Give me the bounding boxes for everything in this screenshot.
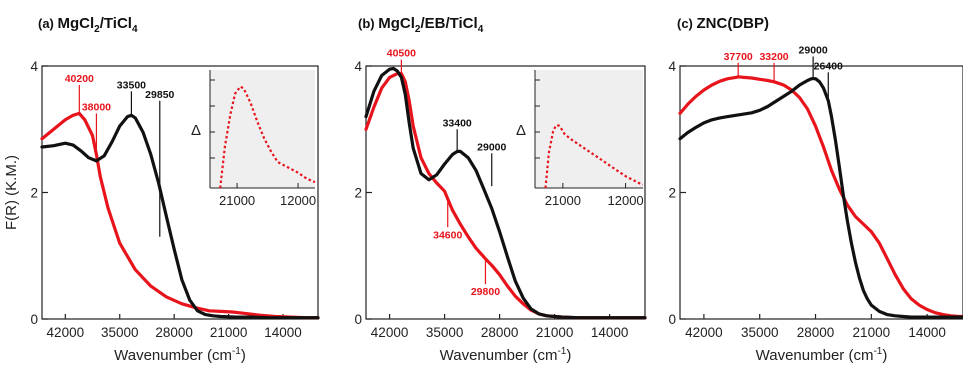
plot-frame [679, 65, 963, 320]
x-tick-label: 42000 [685, 325, 723, 340]
y-tick-label: 4 [354, 59, 362, 74]
x-tick-label: 14000 [264, 325, 302, 340]
x-tick-label: 28000 [481, 325, 519, 340]
annotation-label: 29000 [799, 45, 828, 57]
x-axis-label: Wavenumber (cm-1) [440, 346, 572, 364]
title-subscript: 4 [132, 24, 138, 35]
inset-x-tick-label: 12000 [280, 193, 316, 208]
x-tick-label: 28000 [797, 325, 835, 340]
inset-x-tick-label: 21000 [219, 193, 255, 208]
x-axis-label-close: ) [882, 347, 887, 364]
x-tick-label: 14000 [591, 325, 629, 340]
inset-difference-series [219, 84, 316, 189]
inset: 21000 12000 Δ [516, 70, 644, 208]
x-tick-label: 35000 [426, 325, 464, 340]
inset-y-label: Δ [191, 122, 201, 139]
annotation-label: 34600 [433, 229, 462, 241]
annotation-label: 33200 [759, 51, 788, 63]
panel-label: (a) [38, 16, 58, 31]
inset-y-label: Δ [516, 122, 526, 139]
x-tick-label: 42000 [371, 325, 409, 340]
panel-c: (c) ZNC(DBP) 0 2 4 42000 35000 28000 21000 14000… [668, 15, 963, 364]
annotation-label: 40200 [65, 73, 94, 85]
annotation-label: 40500 [387, 48, 416, 60]
x-axis-label-text: Wavenumber (cm [756, 347, 874, 364]
y-tick-label: 4 [668, 59, 676, 74]
x-tick-label: 28000 [155, 325, 193, 340]
panel-label: (c) [677, 16, 697, 31]
inset-x-tick-label: 12000 [608, 193, 644, 208]
panel-title: (b) MgCl2/EB/TiCl4 [358, 15, 484, 35]
annotation-label: 33500 [117, 79, 146, 91]
panel-title: (c) ZNC(DBP) [677, 15, 769, 32]
x-tick-label: 21000 [536, 325, 574, 340]
title-subscript: 4 [478, 24, 484, 35]
inset-x-tick-label: 21000 [545, 193, 581, 208]
series-black-line [364, 66, 647, 320]
panel-label: (b) [358, 16, 378, 31]
series-red-line [678, 75, 963, 319]
y-tick-label: 2 [668, 186, 676, 201]
title-text: /TiCl [100, 15, 132, 32]
inset: 21000 12000 Δ [191, 70, 316, 208]
y-tick-label: 4 [30, 59, 38, 74]
x-tick-label: 14000 [908, 325, 946, 340]
title-text: ZNC(DBP) [697, 15, 770, 32]
x-axis-label-text: Wavenumber (cm [114, 347, 232, 364]
series-black-line [678, 77, 963, 319]
title-text: MgCl [378, 15, 415, 32]
x-axis-label-close: ) [566, 347, 571, 364]
title-subscript: 2 [415, 24, 421, 35]
annotation-label: 38000 [82, 101, 111, 113]
panel-title: (a) MgCl2/TiCl4 [38, 15, 138, 35]
x-axis-label-close: ) [241, 347, 246, 364]
annotation-label: 37700 [724, 51, 753, 63]
x-axis-label-sup: -1 [232, 346, 241, 357]
x-tick-label: 35000 [741, 325, 779, 340]
annotation-label: 29800 [471, 286, 500, 298]
series-black-line [40, 113, 320, 320]
y-tick-label: 0 [354, 312, 362, 327]
x-axis-label-sup: -1 [557, 346, 566, 357]
annotation-label: 26400 [814, 60, 843, 72]
inset-background [210, 70, 315, 188]
title-subscript: 2 [94, 24, 100, 35]
title-text: /EB/TiCl [420, 15, 477, 32]
annotation-label: 33400 [443, 117, 472, 129]
title-text: MgCl [58, 15, 95, 32]
x-axis-label-sup: -1 [873, 346, 882, 357]
x-tick-label: 21000 [853, 325, 891, 340]
x-axis-label: Wavenumber (cm-1) [114, 346, 246, 364]
x-tick-label: 21000 [210, 325, 248, 340]
inset-difference-series [544, 124, 644, 189]
inset-background [535, 70, 643, 188]
x-axis-label: Wavenumber (cm-1) [756, 346, 888, 364]
y-tick-label: 2 [30, 186, 38, 201]
x-tick-label: 42000 [47, 325, 85, 340]
annotation-label: 29850 [145, 89, 174, 101]
y-tick-label: 0 [668, 312, 676, 327]
y-tick-label: 0 [30, 312, 38, 327]
y-tick-label: 2 [354, 186, 362, 201]
y-axis-label: F(R) (K.M.) [3, 155, 20, 230]
x-tick-label: 35000 [101, 325, 139, 340]
annotation-label: 29000 [477, 141, 506, 153]
x-axis-label-text: Wavenumber (cm [440, 347, 558, 364]
